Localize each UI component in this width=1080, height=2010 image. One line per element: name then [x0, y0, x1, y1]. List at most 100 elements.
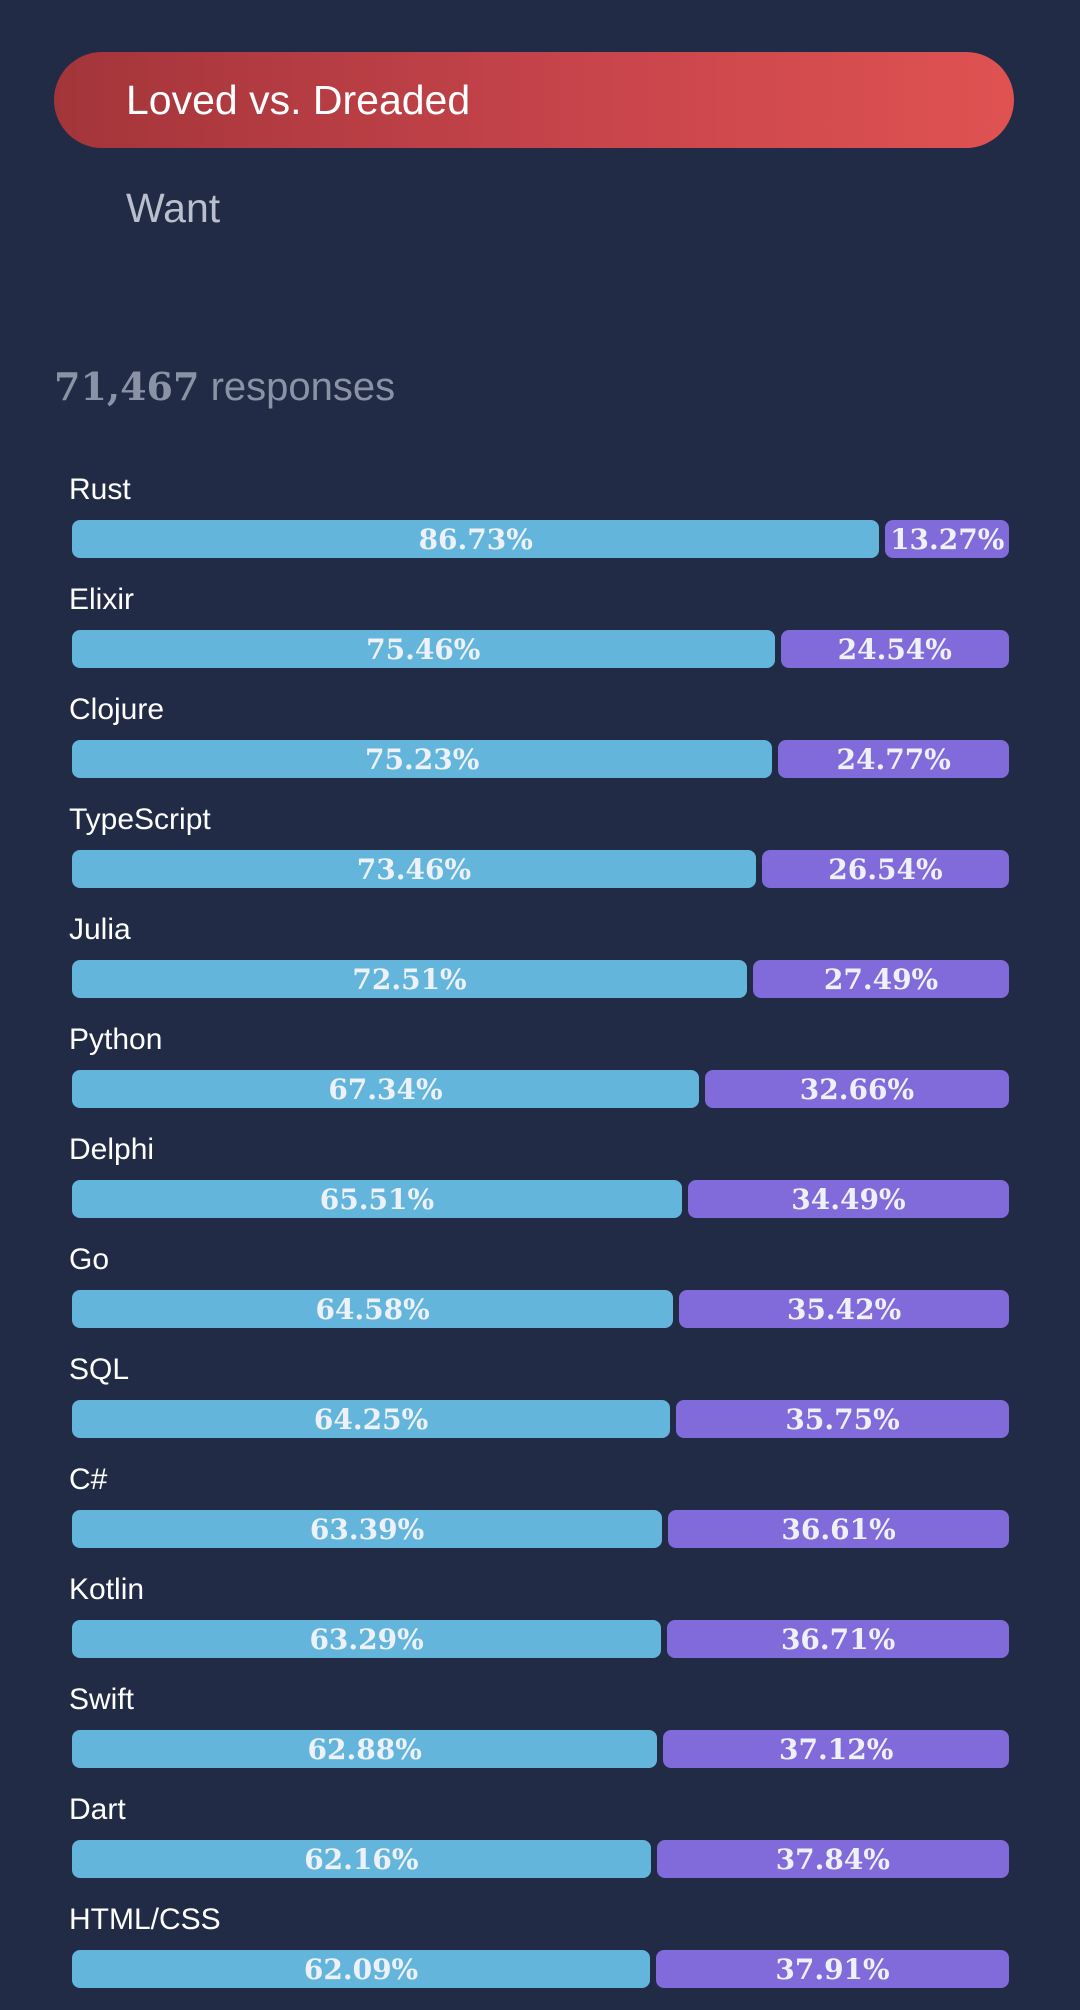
loved-bar: 86.73%	[72, 520, 880, 558]
chart-row: SQL 64.25% 35.75%	[69, 1350, 1009, 1460]
loved-value-label: 75.46%	[366, 632, 481, 666]
loved-value-label: 86.73%	[418, 522, 533, 556]
dreaded-bar: 37.84%	[656, 1840, 1009, 1878]
dreaded-value-label: 24.54%	[837, 632, 952, 666]
category-label: SQL	[69, 1353, 130, 1386]
category-label: Elixir	[69, 583, 134, 616]
category-label: Kotlin	[69, 1573, 145, 1606]
response-count-value: 71,467	[54, 364, 200, 409]
dreaded-bar: 36.71%	[667, 1620, 1009, 1658]
dreaded-bar: 37.91%	[656, 1950, 1009, 1988]
loved-bar: 62.16%	[72, 1840, 651, 1878]
chart-row: Python 67.34% 32.66%	[69, 1020, 1009, 1130]
loved-value-label: 72.51%	[352, 962, 467, 996]
stacked-bar: 75.23% 24.77%	[72, 740, 1009, 778]
loved-value-label: 64.58%	[315, 1292, 430, 1326]
loved-value-label: 63.29%	[309, 1622, 424, 1656]
category-label: Dart	[69, 1793, 126, 1826]
category-label: Swift	[69, 1683, 135, 1716]
loved-value-label: 62.09%	[303, 1952, 419, 1986]
dreaded-value-label: 27.49%	[823, 962, 939, 996]
dreaded-value-label: 36.71%	[780, 1622, 896, 1656]
dreaded-value-label: 32.66%	[799, 1072, 915, 1106]
category-label: Rust	[69, 473, 131, 506]
dreaded-value-label: 26.54%	[828, 852, 943, 886]
chart-row: Kotlin 63.29% 36.71%	[69, 1570, 1009, 1680]
stacked-bar: 62.88% 37.12%	[72, 1730, 1009, 1768]
category-label: C#	[69, 1463, 108, 1496]
dreaded-bar: 24.77%	[778, 740, 1009, 778]
chart-row: Rust 86.73% 13.27%	[69, 470, 1009, 580]
loved-bar: 73.46%	[72, 850, 756, 888]
stacked-bar: 62.09% 37.91%	[72, 1950, 1009, 1988]
dreaded-bar: 34.49%	[687, 1180, 1009, 1218]
loved-bar: 75.23%	[72, 740, 773, 778]
stacked-bar: 64.25% 35.75%	[72, 1400, 1009, 1438]
chart-row: TypeScript 73.46% 26.54%	[69, 800, 1009, 910]
loved-value-label: 62.88%	[307, 1732, 422, 1766]
loved-value-label: 62.16%	[304, 1842, 419, 1876]
dreaded-bar: 35.42%	[679, 1290, 1009, 1328]
stacked-bar: 67.34% 32.66%	[72, 1070, 1009, 1108]
dreaded-value-label: 34.49%	[791, 1182, 906, 1216]
tab-bar: Loved vs. Dreaded Want	[54, 52, 1014, 256]
response-count-label: responses	[210, 365, 396, 409]
tab-want-label: Want	[126, 184, 221, 231]
loved-bar: 64.58%	[72, 1290, 674, 1328]
chart-row: HTML/CSS 62.09% 37.91%	[69, 1900, 1009, 2010]
loved-value-label: 65.51%	[319, 1182, 435, 1216]
dreaded-bar: 13.27%	[885, 520, 1009, 558]
dreaded-value-label: 37.12%	[779, 1732, 894, 1766]
chart-row: Elixir 75.46% 24.54%	[69, 580, 1009, 690]
category-label: Go	[69, 1243, 110, 1276]
dreaded-bar: 35.75%	[676, 1400, 1009, 1438]
loved-value-label: 73.46%	[356, 852, 472, 886]
category-label: Julia	[69, 913, 131, 946]
dreaded-value-label: 35.75%	[785, 1402, 900, 1436]
stacked-bar: 73.46% 26.54%	[72, 850, 1009, 888]
stacked-bar: 75.46% 24.54%	[72, 630, 1009, 668]
chart-row: Go 64.58% 35.42%	[69, 1240, 1009, 1350]
tab-loved-vs-dreaded[interactable]: Loved vs. Dreaded	[54, 52, 1014, 148]
dreaded-bar: 26.54%	[761, 850, 1009, 888]
stacked-bar: 65.51% 34.49%	[72, 1180, 1009, 1218]
dreaded-value-label: 37.84%	[775, 1842, 890, 1876]
dreaded-bar: 37.12%	[663, 1730, 1009, 1768]
tab-want[interactable]: Want	[54, 160, 1014, 256]
dreaded-bar: 32.66%	[704, 1070, 1009, 1108]
loved-value-label: 64.25%	[313, 1402, 429, 1436]
dreaded-value-label: 37.91%	[775, 1952, 890, 1986]
loved-value-label: 63.39%	[309, 1512, 425, 1546]
category-label: Delphi	[69, 1133, 155, 1166]
chart-row: Delphi 65.51% 34.49%	[69, 1130, 1009, 1240]
category-label: Clojure	[69, 693, 165, 726]
loved-bar: 64.25%	[72, 1400, 671, 1438]
tab-loved-vs-dreaded-label: Loved vs. Dreaded	[126, 76, 471, 123]
response-count: 71,467 responses	[54, 364, 395, 410]
chart-row: Swift 62.88% 37.12%	[69, 1680, 1009, 1790]
loved-bar: 62.88%	[72, 1730, 658, 1768]
dreaded-value-label: 24.77%	[836, 742, 951, 776]
loved-bar: 62.09%	[72, 1950, 651, 1988]
category-label: HTML/CSS	[69, 1903, 221, 1936]
loved-bar: 63.39%	[72, 1510, 663, 1548]
stacked-bar: 72.51% 27.49%	[72, 960, 1009, 998]
dreaded-value-label: 35.42%	[786, 1292, 902, 1326]
dreaded-value-label: 36.61%	[781, 1512, 896, 1546]
loved-bar: 75.46%	[72, 630, 775, 668]
chart-row: Julia 72.51% 27.49%	[69, 910, 1009, 1020]
stacked-bar: 86.73% 13.27%	[72, 520, 1009, 558]
chart-row: C# 63.39% 36.61%	[69, 1460, 1009, 1570]
dreaded-value-label: 13.27%	[890, 522, 1005, 556]
loved-value-label: 75.23%	[365, 742, 480, 776]
stacked-bar: 62.16% 37.84%	[72, 1840, 1009, 1878]
chart-row: Dart 62.16% 37.84%	[69, 1790, 1009, 1900]
loved-bar: 63.29%	[72, 1620, 662, 1658]
stacked-bar: 63.29% 36.71%	[72, 1620, 1009, 1658]
stacked-bar: 64.58% 35.42%	[72, 1290, 1009, 1328]
category-label: TypeScript	[69, 803, 211, 836]
loved-dreaded-chart: Rust 86.73% 13.27% Elixir 75.46% 24.54% Clojur…	[69, 470, 1009, 2010]
chart-row: Clojure 75.23% 24.77%	[69, 690, 1009, 800]
loved-bar: 65.51%	[72, 1180, 682, 1218]
dreaded-bar: 27.49%	[753, 960, 1009, 998]
